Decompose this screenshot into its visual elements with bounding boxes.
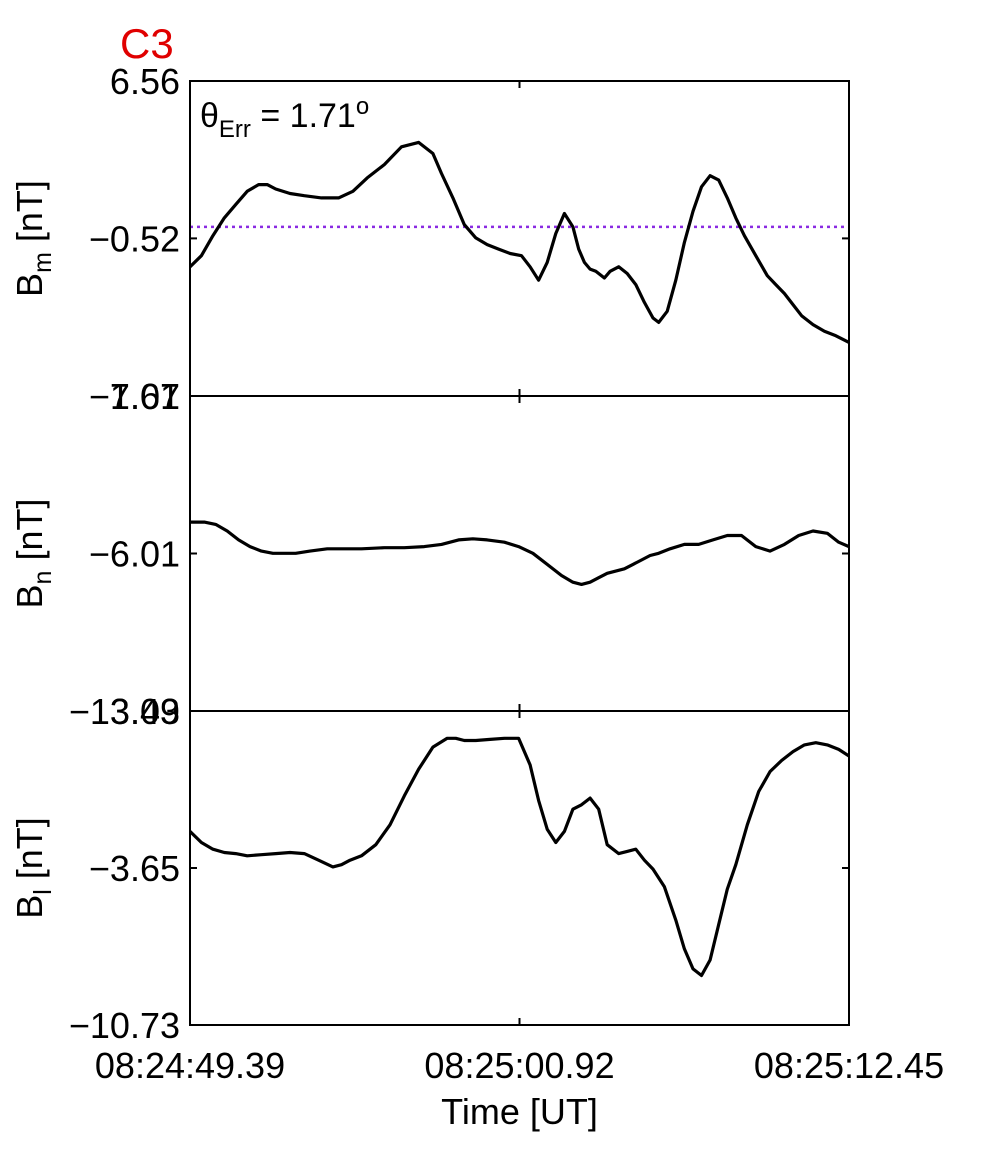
y-tick-label: 3.43 bbox=[110, 691, 180, 732]
y-tick-label: −13.09 bbox=[69, 691, 180, 732]
y-axis-label-symbol: B bbox=[9, 895, 50, 919]
y-tick-label: 6.56 bbox=[110, 61, 180, 102]
y-axis-label-symbol: B bbox=[9, 273, 50, 297]
y-axis-label: Bm [nT] bbox=[9, 180, 57, 297]
theta-error-annotation: θErr = 1.71o bbox=[200, 93, 369, 143]
y-axis-label-subscript: l bbox=[29, 889, 57, 895]
y-axis-label-subscript: m bbox=[29, 252, 57, 273]
y-tick-label: −3.65 bbox=[89, 848, 180, 889]
series-line-bn bbox=[190, 520, 849, 586]
x-axis-label: Time [UT] bbox=[441, 1091, 598, 1132]
annotation-symbol: θ bbox=[200, 97, 219, 135]
series-line-bl bbox=[190, 736, 849, 978]
y-axis-label-symbol: B bbox=[9, 584, 50, 608]
annotation-value: = 1.71 bbox=[251, 97, 356, 135]
x-tick-label: 08:25:00.92 bbox=[424, 1045, 614, 1086]
panel-bl: 3.43 −3.65 −10.73 Bl [nT] bbox=[9, 691, 850, 1046]
y-axis-label: Bn [nT] bbox=[9, 499, 57, 609]
y-axis-label-unit: [nT] bbox=[9, 180, 50, 252]
series-line-bm bbox=[190, 140, 849, 344]
y-axis-label-unit: [nT] bbox=[9, 817, 50, 889]
axes-frame bbox=[189, 710, 850, 1026]
y-axis-label-unit: [nT] bbox=[9, 499, 50, 571]
y-tick-label: 1.07 bbox=[110, 376, 180, 417]
panel-bn: 1.07 −6.01 −13.09 Bn [nT] bbox=[9, 376, 850, 732]
y-axis-label: Bl [nT] bbox=[9, 817, 57, 919]
y-tick-label: −7.61 bbox=[89, 376, 180, 417]
y-tick-label: −0.52 bbox=[89, 218, 180, 259]
chart-title: C3 bbox=[120, 20, 174, 67]
x-tick-label: 08:24:49.39 bbox=[95, 1045, 285, 1086]
y-axis-label-subscript: n bbox=[29, 571, 57, 585]
x-tick-label: 08:25:12.45 bbox=[754, 1045, 944, 1086]
panel-bm: 6.56 −0.52 −7.61 Bm [nT] θErr = 1.71o bbox=[9, 61, 850, 417]
y-tick-label: −10.73 bbox=[69, 1005, 180, 1046]
y-tick-label: −6.01 bbox=[89, 534, 180, 575]
annotation-subscript: Err bbox=[219, 116, 251, 143]
annotation-degree: o bbox=[356, 93, 369, 120]
